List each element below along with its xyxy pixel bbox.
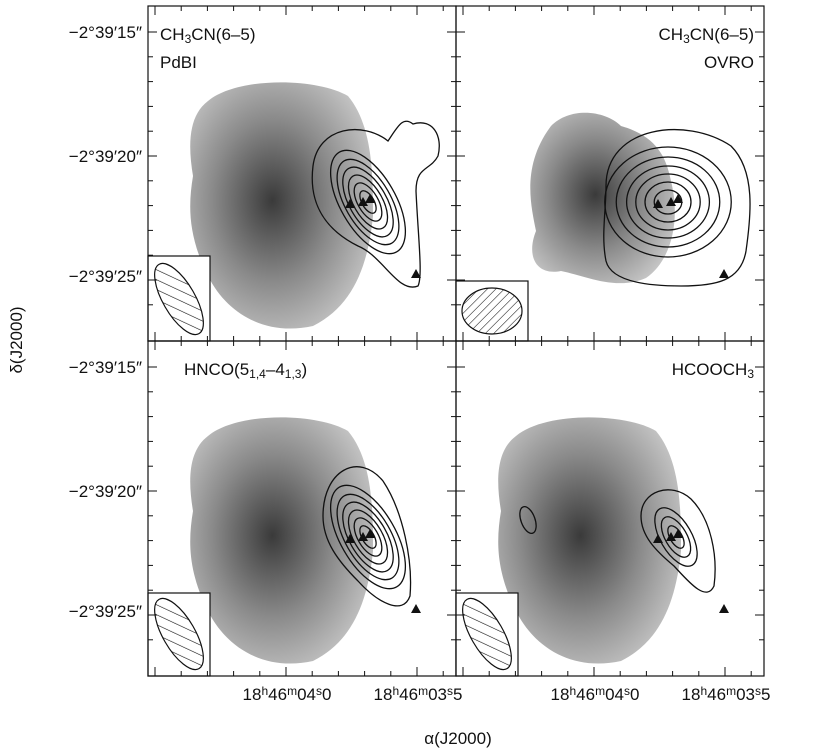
title-part: CN(6–5) [690,25,754,44]
figure: δ(J2000) α(J2000) CH3CN(6–5)PdBI−2°39′15… [0,0,830,755]
tick-part: m [418,684,428,698]
tick-part: 18 [682,685,701,704]
title-part: CN(6–5) [191,25,255,44]
tick-part: h [261,684,268,698]
emission-map [498,417,681,663]
tick-part: 03 [736,685,755,704]
tick-part: 46 [707,685,726,704]
title-part: CH [659,25,684,44]
tick-part: h [569,684,576,698]
emission-map [190,417,373,663]
source-marker [411,604,421,613]
panel-title: CH3CN(6–5) [659,25,755,46]
x-tick-label: 18h46m03s5 [374,684,463,704]
source-marker [719,269,729,278]
title-part: CH [160,25,185,44]
x-tick-label: 18h46m03s5 [682,684,771,704]
tick-part: h [392,684,399,698]
tick-part: 5 [761,685,770,704]
tick-part: 04 [605,685,624,704]
panel-subtitle: OVRO [704,53,754,72]
emission-map [190,82,373,328]
x-tick-label: 18h46m04s0 [243,684,332,704]
title-part: ) [301,360,307,379]
y-tick-label: −2°39′25″ [69,267,142,286]
title-part: 3 [747,367,754,381]
panel-title: HNCO(51,4–41,3) [184,360,307,381]
y-tick-label: −2°39′15″ [69,23,142,42]
tick-part: m [726,684,736,698]
tick-part: 46 [576,685,595,704]
x-axis-label: α(J2000) [424,729,491,748]
tick-part: m [287,684,297,698]
tick-part: 5 [453,685,462,704]
panel-title: CH3CN(6–5) [160,25,256,46]
title-part: HCOOCH [672,360,748,379]
title-part: –4 [266,360,285,379]
tick-part: 04 [297,685,316,704]
tick-part: 0 [630,685,639,704]
panel: CH3CN(6–5) OVRO [456,6,764,341]
tick-part: h [700,684,707,698]
panel-subtitle: PdBI [160,53,197,72]
tick-part: 18 [243,685,262,704]
y-tick-label: −2°39′15″ [69,358,142,377]
panel: CH3CN(6–5) PdBI −2°39′15″ −2°39′20″ −2°39′25… [69,6,456,342]
title-part: 1,4 [249,367,266,381]
tick-part: 03 [428,685,447,704]
y-axis-label: δ(J2000) [7,306,26,373]
tick-part: 46 [399,685,418,704]
tick-part: 18 [374,685,393,704]
tick-part: m [595,684,605,698]
title-part: HNCO(5 [184,360,249,379]
tick-part: 0 [322,685,331,704]
emission-map [530,113,675,283]
source-marker [719,604,729,613]
beam [462,288,522,334]
tick-part: 46 [268,685,287,704]
tick-part: 18 [551,685,570,704]
y-tick-label: −2°39′25″ [69,602,142,621]
x-tick-label: 18h46m04s0 [551,684,640,704]
panel-title: HCOOCH3 [672,360,755,381]
y-tick-label: −2°39′20″ [69,147,142,166]
panel: HNCO(51,4–41,3) −2°39′15″ −2°39′20″ −2°39′2… [69,341,463,704]
title-part: 1,3 [285,367,302,381]
y-tick-label: −2°39′20″ [69,482,142,501]
